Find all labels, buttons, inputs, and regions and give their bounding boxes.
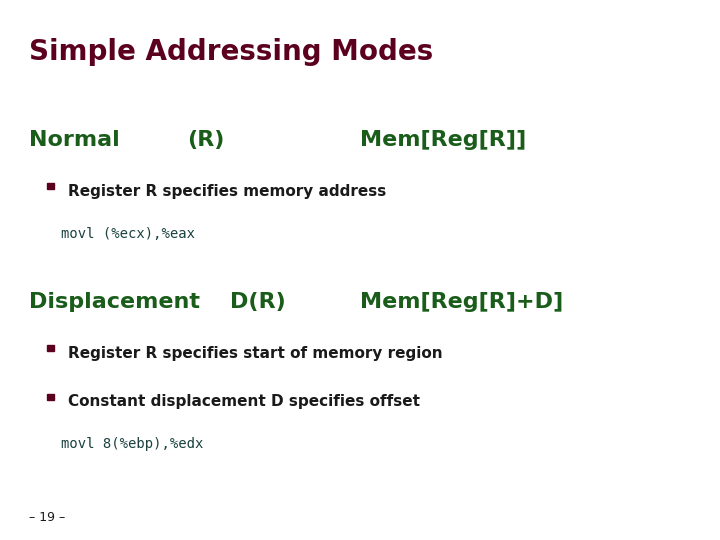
Bar [47,345,54,351]
Text: Simple Addressing Modes: Simple Addressing Modes [29,38,433,66]
Text: Register R specifies start of memory region: Register R specifies start of memory reg… [68,346,443,361]
Text: D(R): D(R) [230,292,286,312]
Text: movl 8(%ebp),%edx: movl 8(%ebp),%edx [61,437,204,451]
Text: – 19 –: – 19 – [29,511,65,524]
Bar [47,394,54,400]
Text: (R): (R) [187,130,225,150]
Text: Normal: Normal [29,130,120,150]
Text: Mem[Reg[R]+D]: Mem[Reg[R]+D] [360,292,563,312]
Text: Mem[Reg[R]]: Mem[Reg[R]] [360,130,526,150]
Text: Register R specifies memory address: Register R specifies memory address [68,184,387,199]
Text: Constant displacement D specifies offset: Constant displacement D specifies offset [68,394,420,409]
Bar [47,183,54,189]
Text: movl (%ecx),%eax: movl (%ecx),%eax [61,227,195,241]
Text: Displacement: Displacement [29,292,200,312]
